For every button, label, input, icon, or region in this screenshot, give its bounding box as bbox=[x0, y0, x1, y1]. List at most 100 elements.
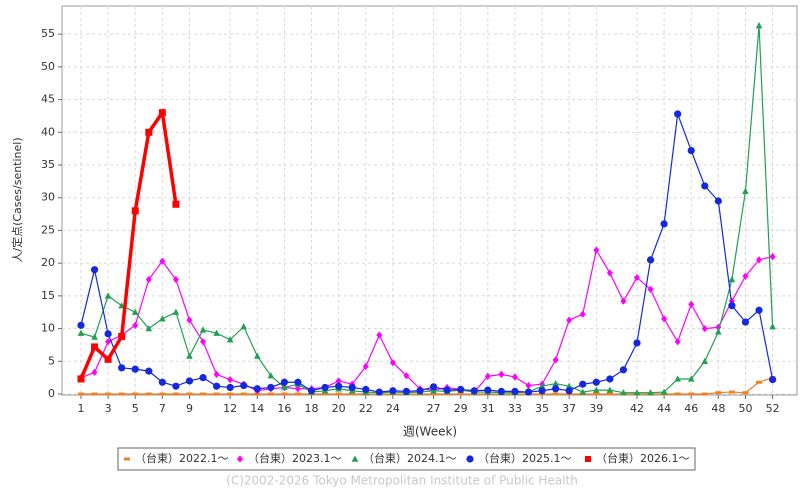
marker bbox=[145, 367, 153, 375]
marker bbox=[240, 323, 248, 330]
marker bbox=[227, 376, 234, 384]
x-tick-label: 52 bbox=[766, 402, 780, 415]
x-tick-label: 50 bbox=[738, 402, 752, 415]
marker bbox=[226, 383, 234, 392]
marker bbox=[430, 392, 437, 396]
marker bbox=[579, 380, 587, 388]
marker bbox=[606, 392, 613, 396]
marker bbox=[633, 389, 641, 396]
x-tick-label: 33 bbox=[508, 402, 522, 415]
legend-label: （台東）2024.1～ bbox=[363, 451, 457, 465]
marker bbox=[552, 392, 559, 396]
marker bbox=[701, 357, 709, 365]
marker bbox=[335, 392, 342, 396]
x-tick-label: 35 bbox=[535, 402, 549, 415]
marker bbox=[728, 302, 736, 310]
series-line bbox=[80, 25, 774, 394]
marker bbox=[498, 370, 505, 378]
marker bbox=[715, 328, 722, 335]
marker bbox=[186, 352, 193, 359]
marker bbox=[674, 392, 681, 396]
marker bbox=[511, 373, 518, 381]
marker bbox=[104, 330, 112, 338]
x-tick-label: 27 bbox=[427, 402, 441, 415]
marker bbox=[90, 266, 99, 274]
marker bbox=[715, 323, 722, 331]
marker bbox=[267, 372, 275, 379]
marker bbox=[593, 246, 600, 254]
marker bbox=[335, 377, 342, 385]
y-axis-label: 人/定点(Cases/sentinel) bbox=[10, 137, 24, 262]
marker bbox=[687, 147, 695, 155]
x-tick-label: 39 bbox=[589, 402, 603, 415]
marker bbox=[91, 368, 98, 377]
marker bbox=[579, 310, 586, 318]
marker bbox=[281, 383, 288, 391]
marker bbox=[606, 386, 614, 393]
marker bbox=[240, 392, 247, 396]
marker bbox=[688, 300, 695, 308]
marker bbox=[701, 392, 708, 396]
legend bbox=[117, 447, 696, 471]
marker bbox=[565, 387, 573, 395]
marker bbox=[186, 316, 193, 324]
marker bbox=[159, 257, 166, 265]
x-tick-label: 12 bbox=[223, 402, 237, 415]
marker bbox=[131, 207, 139, 215]
marker bbox=[755, 306, 763, 314]
y-tick-label: 20 bbox=[41, 256, 55, 269]
marker bbox=[158, 378, 166, 386]
marker bbox=[416, 387, 424, 395]
marker bbox=[145, 128, 153, 136]
marker bbox=[606, 269, 613, 277]
y-tick-label: 40 bbox=[41, 125, 55, 138]
marker bbox=[131, 365, 139, 373]
marker bbox=[741, 318, 750, 326]
marker bbox=[186, 392, 193, 396]
marker bbox=[348, 383, 356, 392]
x-tick-label: 18 bbox=[305, 402, 319, 415]
marker bbox=[606, 375, 614, 383]
marker bbox=[159, 392, 166, 396]
marker bbox=[538, 387, 546, 395]
marker bbox=[105, 392, 112, 396]
marker bbox=[755, 22, 763, 29]
marker bbox=[213, 329, 220, 336]
marker bbox=[104, 355, 112, 363]
marker bbox=[661, 315, 668, 323]
marker bbox=[701, 182, 709, 190]
marker bbox=[281, 392, 288, 396]
legend-marker bbox=[237, 455, 243, 463]
x-tick-label: 44 bbox=[657, 402, 671, 415]
marker bbox=[687, 375, 695, 382]
y-tick-label: 25 bbox=[41, 223, 55, 236]
legend-label: （台東）2026.1～ bbox=[596, 451, 690, 465]
marker bbox=[294, 392, 301, 396]
y-tick-label: 15 bbox=[41, 289, 55, 302]
marker bbox=[172, 382, 180, 390]
marker bbox=[769, 323, 776, 330]
marker bbox=[105, 338, 112, 346]
marker bbox=[200, 338, 207, 346]
y-tick-label: 55 bbox=[41, 27, 55, 40]
y-tick-label: 0 bbox=[48, 387, 55, 400]
marker bbox=[524, 388, 533, 396]
marker bbox=[756, 256, 763, 264]
x-tick-label: 48 bbox=[711, 402, 725, 415]
x-tick-label: 5 bbox=[132, 402, 139, 415]
legend-label: （台東）2025.1～ bbox=[478, 451, 572, 465]
marker bbox=[131, 308, 139, 315]
marker bbox=[77, 375, 85, 383]
x-tick-label: 46 bbox=[684, 402, 698, 415]
marker bbox=[280, 378, 288, 386]
marker bbox=[457, 385, 465, 394]
marker bbox=[185, 377, 194, 385]
marker bbox=[200, 392, 207, 396]
marker bbox=[566, 316, 573, 324]
y-tick-label: 45 bbox=[41, 93, 55, 106]
x-tick-label: 29 bbox=[454, 402, 468, 415]
marker bbox=[701, 324, 708, 333]
marker bbox=[619, 366, 628, 374]
marker bbox=[592, 378, 600, 386]
